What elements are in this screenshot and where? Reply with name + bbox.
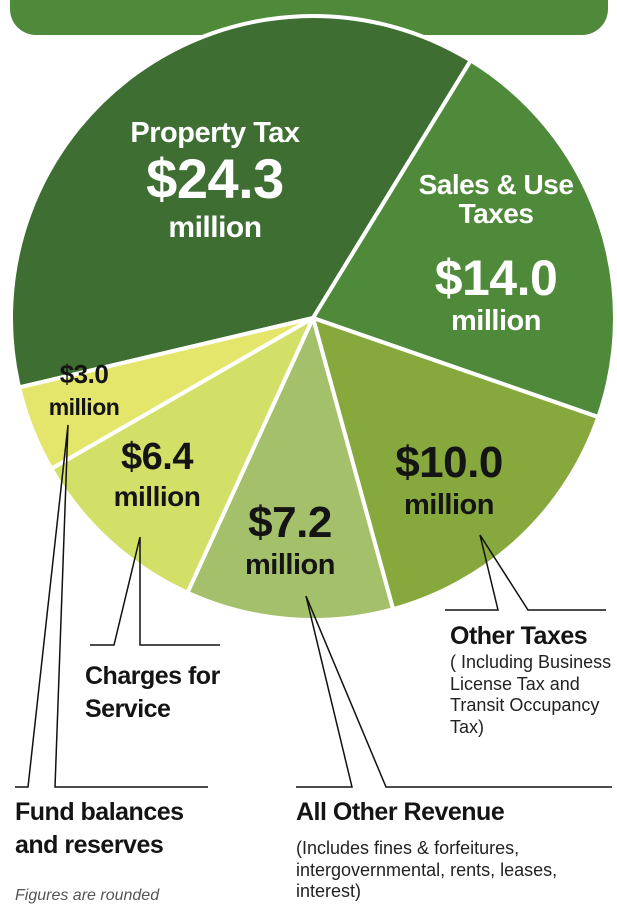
pie-slice (17, 316, 315, 471)
pie (9, 14, 617, 622)
footnote: Figures are rounded (15, 887, 160, 904)
pie-slice (185, 316, 396, 622)
unit-label: million (245, 549, 335, 581)
leader-line (90, 536, 220, 646)
category-label: Fund balances and reserves (15, 798, 184, 859)
category-description: ( Including Business License Tax and Tra… (450, 652, 612, 737)
leader-line (296, 595, 612, 788)
pie-slice (311, 58, 617, 420)
leader-line (15, 424, 208, 788)
pie-slice (49, 316, 315, 595)
value-label: $7.2 (248, 498, 332, 547)
category-label: Property Tax (130, 117, 300, 149)
unit-label: million (113, 481, 201, 512)
value-label: $6.4 (121, 436, 193, 478)
pie-slice (9, 14, 473, 390)
leader-line (445, 534, 606, 611)
value-label: $24.3 (146, 147, 284, 210)
leader-lines (15, 424, 612, 788)
unit-label: million (451, 305, 541, 337)
category-label: Sales & Use Taxes (418, 169, 574, 230)
category-label: All Other Revenue (296, 798, 505, 826)
unit-label: million (168, 211, 262, 244)
value-label: $14.0 (434, 250, 558, 306)
value-label: $3.0 (59, 359, 109, 389)
category-label: Other Taxes (450, 622, 588, 650)
unit-label: million (404, 489, 494, 521)
category-description: (Includes fines & forfeitures, intergove… (296, 838, 558, 902)
unit-label: million (48, 394, 120, 420)
pie-slice (311, 316, 601, 612)
value-label: $10.0 (395, 438, 503, 487)
category-label: Charges for Service (85, 662, 220, 723)
